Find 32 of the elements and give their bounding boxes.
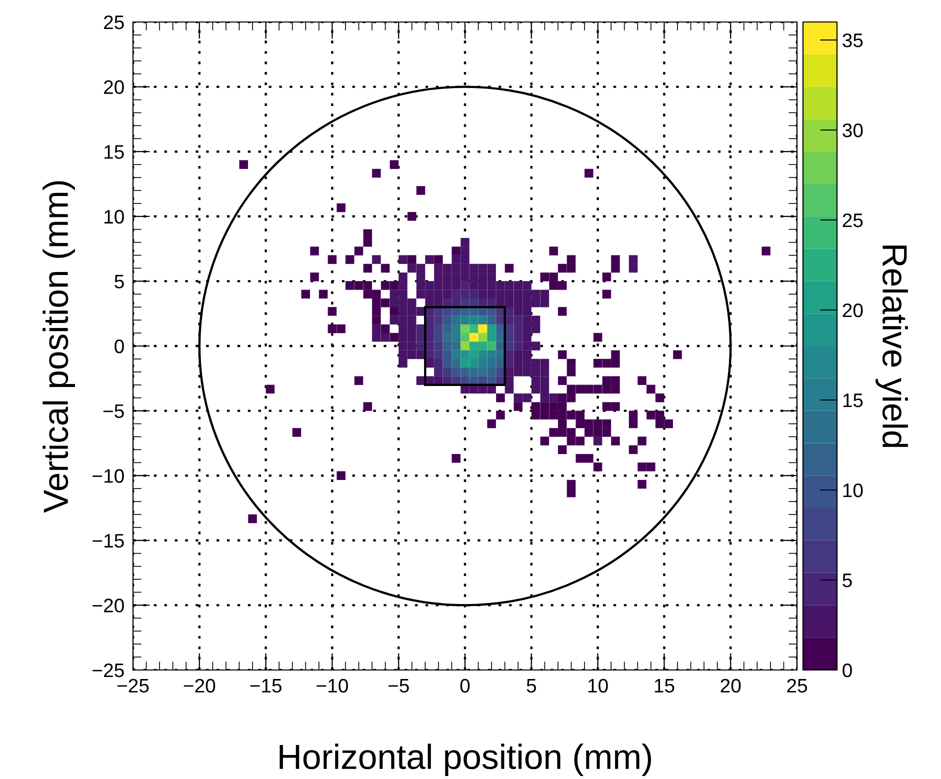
- color-bar-title: Relative yield: [876, 246, 908, 448]
- y-tick-label: −15: [92, 534, 124, 548]
- x-tick-label: −10: [316, 678, 348, 693]
- x-tick-label: 15: [654, 679, 674, 693]
- color-bar-label: 35: [842, 33, 863, 48]
- color-bar-label: 0: [842, 663, 852, 678]
- y-tick-label: 10: [104, 210, 124, 224]
- y-tick-label: 25: [104, 15, 124, 30]
- y-tick-label: 5: [114, 274, 124, 288]
- color-bar-label: 25: [842, 213, 863, 228]
- y-tick-label: −20: [92, 598, 124, 612]
- color-bar-label: 10: [843, 483, 863, 498]
- x-tick-label: −5: [388, 679, 409, 693]
- y-tick-label: 20: [104, 80, 124, 94]
- x-tick-label: −20: [184, 678, 216, 693]
- color-bar-label: 5: [842, 574, 852, 588]
- color-bar-label: 15: [843, 394, 863, 408]
- x-tick-label: 25: [787, 678, 807, 693]
- x-tick-label: 10: [588, 678, 608, 693]
- x-axis-title: Horizontal position (mm): [280, 744, 651, 776]
- x-tick-label: −15: [250, 679, 282, 693]
- color-bar-label: 30: [842, 123, 863, 138]
- y-tick-label: −5: [103, 404, 124, 418]
- y-tick-label: −10: [92, 469, 124, 483]
- x-tick-label: 0: [460, 678, 470, 693]
- y-tick-label: 0: [114, 339, 124, 354]
- x-tick-label: 5: [526, 679, 536, 693]
- x-tick-label: 20: [720, 678, 741, 693]
- color-bar-label: 20: [842, 303, 863, 318]
- y-tick-label: 15: [104, 145, 124, 159]
- y-axis-title: Vertical position (mm): [42, 181, 76, 513]
- y-tick-label: −25: [92, 663, 124, 678]
